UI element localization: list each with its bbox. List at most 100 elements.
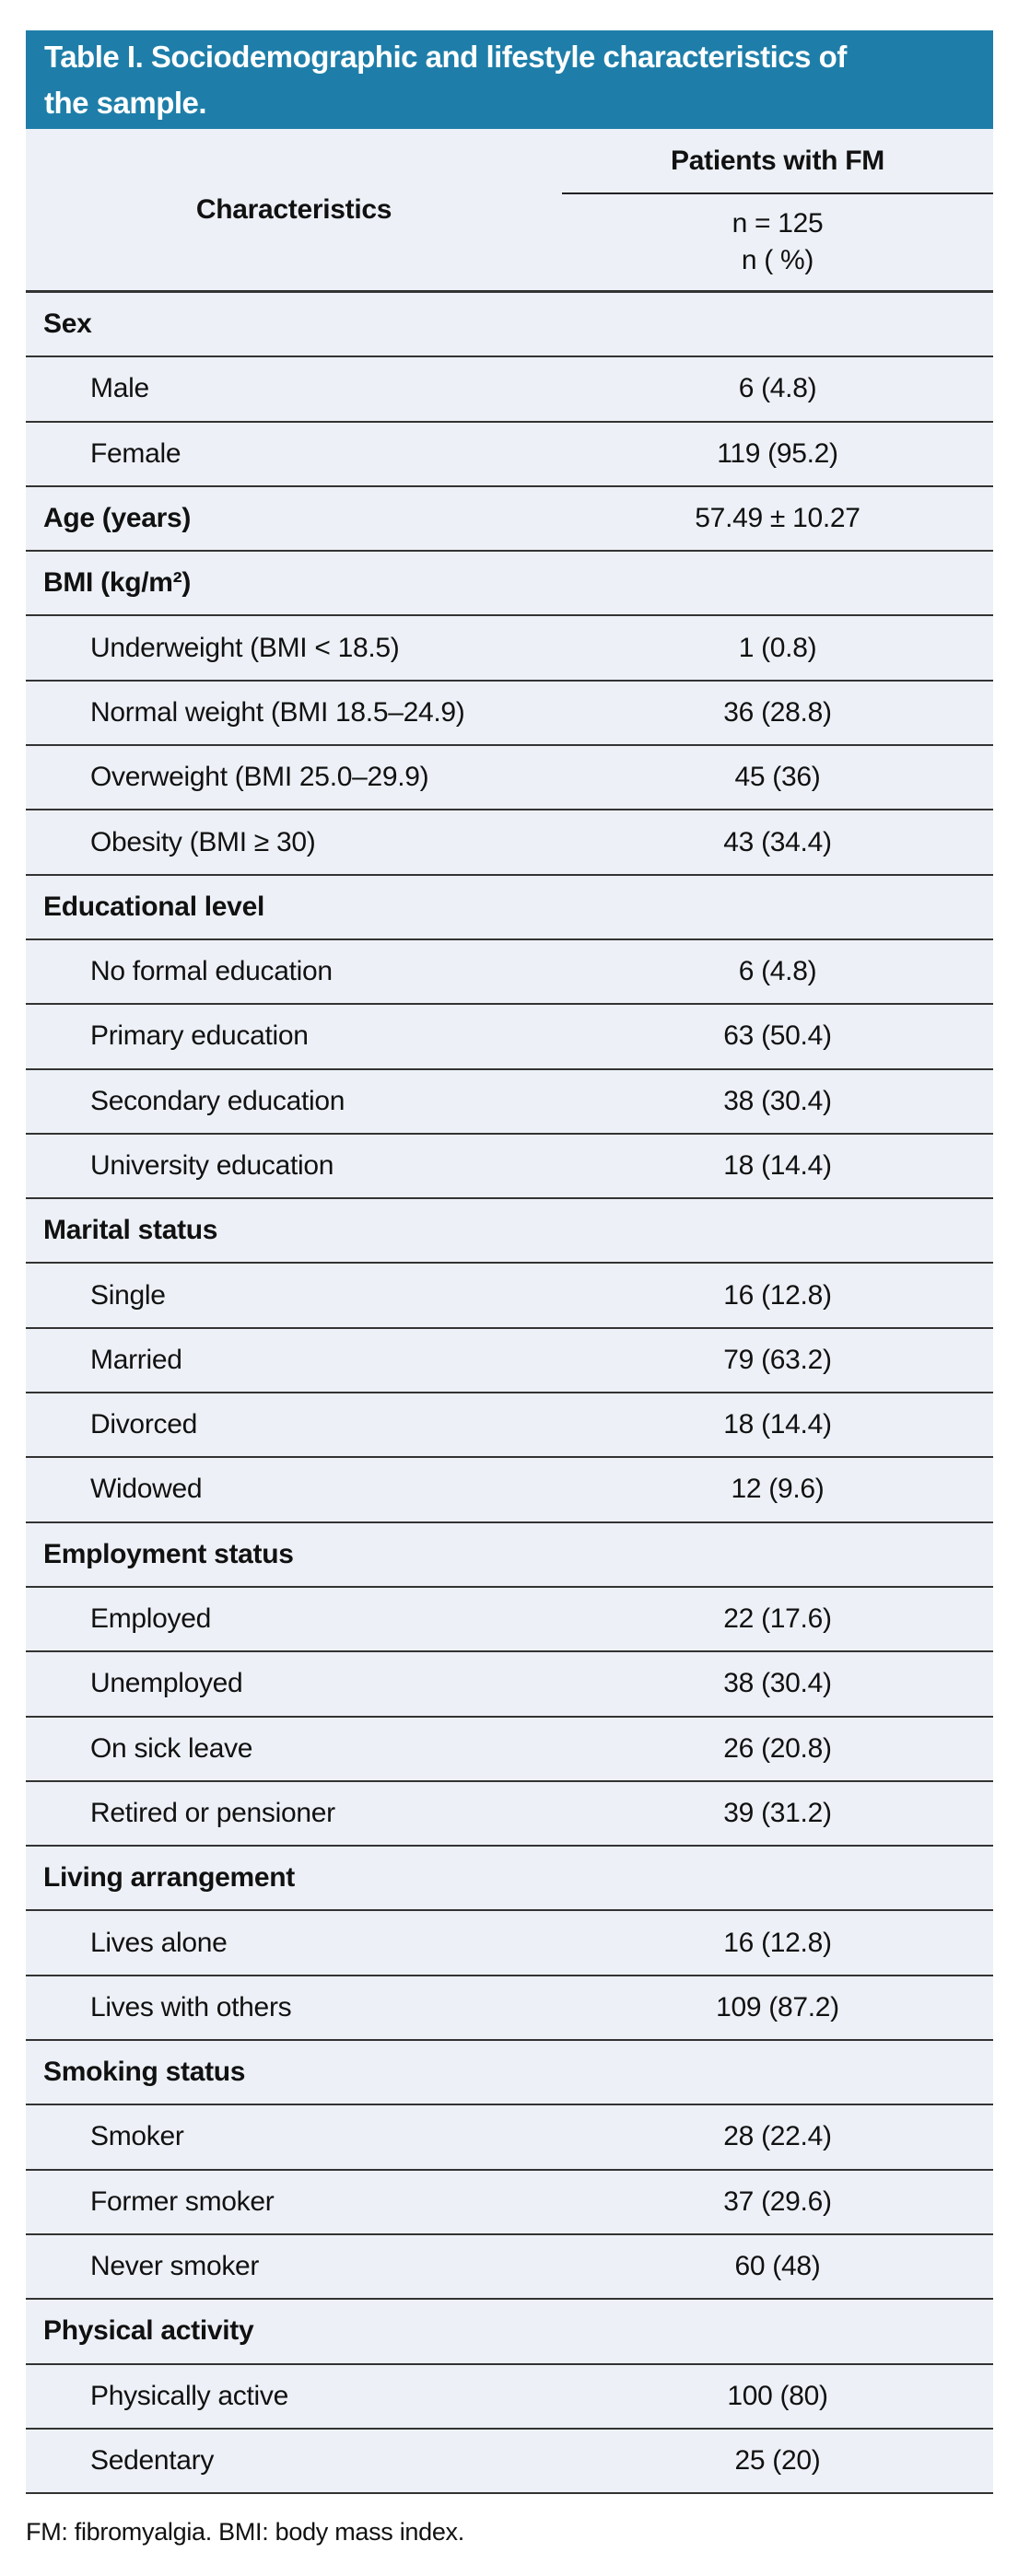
row-label: Employment status bbox=[43, 1538, 294, 1569]
row-label: BMI (kg/m²) bbox=[43, 567, 192, 599]
row-label: Primary education bbox=[90, 1020, 309, 1052]
table-row: Sedentary 25 (20) bbox=[26, 2429, 993, 2495]
row-label: Smoking status bbox=[43, 2057, 246, 2088]
row-label: Marital status bbox=[43, 1215, 218, 1246]
table-row: Obesity (BMI ≥ 30) 43 (34.4) bbox=[26, 810, 993, 876]
table-row: Female 119 (95.2) bbox=[26, 422, 993, 487]
column-header-group: Patients with FM n = 125 n ( %) bbox=[562, 129, 993, 290]
table-row: Physically active 100 (80) bbox=[26, 2364, 993, 2430]
table-row: On sick leave 26 (20.8) bbox=[26, 1717, 993, 1782]
row-label: Former smoker bbox=[90, 2186, 275, 2217]
row-value: 28 (22.4) bbox=[723, 2121, 832, 2152]
row-value: 79 (63.2) bbox=[723, 1344, 832, 1375]
row-label: Educational level bbox=[43, 891, 264, 922]
row-value: 18 (14.4) bbox=[723, 1409, 832, 1440]
table-row: Unemployed 38 (30.4) bbox=[26, 1652, 993, 1718]
row-value: 45 (36) bbox=[734, 762, 821, 793]
table-row: Retired or pensioner 39 (31.2) bbox=[26, 1781, 993, 1847]
table-row: Smoker 28 (22.4) bbox=[26, 2105, 993, 2171]
row-label: Physically active bbox=[90, 2380, 288, 2411]
row-label: Sedentary bbox=[90, 2444, 215, 2476]
table-row: Overweight (BMI 25.0–29.9) 45 (36) bbox=[26, 746, 993, 811]
row-label: Female bbox=[90, 437, 181, 469]
table-row: BMI (kg/m²) bbox=[26, 552, 993, 617]
row-value: 6 (4.8) bbox=[738, 373, 817, 404]
row-label: Obesity (BMI ≥ 30) bbox=[90, 826, 316, 857]
row-value: 16 (12.8) bbox=[723, 1279, 832, 1311]
group-sub-percent: n ( %) bbox=[741, 245, 814, 275]
row-label: Never smoker bbox=[90, 2251, 260, 2282]
row-label: Employed bbox=[90, 1603, 212, 1635]
table-row: Living arrangement bbox=[26, 1847, 993, 1912]
row-label: Normal weight (BMI 18.5–24.9) bbox=[90, 696, 465, 728]
group-sublabels: n = 125 n ( %) bbox=[562, 194, 993, 290]
table-row: Lives with others 109 (87.2) bbox=[26, 1976, 993, 2042]
row-value: 18 (14.4) bbox=[723, 1150, 832, 1181]
table-header: Characteristics Patients with FM n = 125… bbox=[26, 129, 993, 293]
row-label: Unemployed bbox=[90, 1668, 243, 1699]
group-sub-n: n = 125 bbox=[732, 208, 824, 239]
table-row: University education 18 (14.4) bbox=[26, 1134, 993, 1200]
table-title-line-1: Table I. Sociodemographic and lifestyle … bbox=[44, 39, 847, 74]
table-row: Single 16 (12.8) bbox=[26, 1264, 993, 1329]
table-row: Primary education 63 (50.4) bbox=[26, 1005, 993, 1070]
row-value: 43 (34.4) bbox=[723, 826, 832, 857]
table-footnote: FM: fibromyalgia. BMI: body mass index. bbox=[26, 2518, 464, 2547]
row-value: 16 (12.8) bbox=[723, 1927, 832, 1958]
table-row: Employment status bbox=[26, 1522, 993, 1588]
row-label: Secondary education bbox=[90, 1085, 345, 1116]
table-row: Lives alone 16 (12.8) bbox=[26, 1911, 993, 1976]
row-value: 60 (48) bbox=[734, 2251, 821, 2282]
table-row: Employed 22 (17.6) bbox=[26, 1587, 993, 1653]
row-label: Living arrangement bbox=[43, 1862, 295, 1894]
row-label: Married bbox=[90, 1344, 182, 1375]
table-body: Sex Male 6 (4.8) Female 119 (95.2) Age (years… bbox=[26, 293, 993, 2495]
table-row: Educational level bbox=[26, 875, 993, 940]
row-value: 36 (28.8) bbox=[723, 696, 832, 728]
column-header-characteristics: Characteristics bbox=[195, 193, 392, 225]
row-label: Lives with others bbox=[90, 1991, 292, 2022]
table-row: Former smoker 37 (29.6) bbox=[26, 2170, 993, 2235]
table-row: Physical activity bbox=[26, 2300, 993, 2365]
row-value: 1 (0.8) bbox=[738, 632, 817, 663]
table-row: Sex bbox=[26, 293, 993, 358]
row-label: University education bbox=[90, 1150, 334, 1181]
table-row: Secondary education 38 (30.4) bbox=[26, 1069, 993, 1135]
row-label: No formal education bbox=[90, 956, 333, 987]
row-value: 25 (20) bbox=[734, 2444, 821, 2476]
table-row: Divorced 18 (14.4) bbox=[26, 1393, 993, 1459]
row-label: Age (years) bbox=[43, 503, 192, 534]
row-value: 38 (30.4) bbox=[723, 1085, 832, 1116]
row-value: 109 (87.2) bbox=[716, 1991, 839, 2022]
table-card: Table I. Sociodemographic and lifestyle … bbox=[26, 30, 993, 2547]
row-label: Divorced bbox=[90, 1409, 197, 1440]
row-label: Widowed bbox=[90, 1474, 203, 1505]
table-row: Smoking status bbox=[26, 2041, 993, 2106]
row-value: 22 (17.6) bbox=[723, 1603, 832, 1635]
row-value: 100 (80) bbox=[727, 2380, 828, 2411]
row-value: 37 (29.6) bbox=[723, 2186, 832, 2217]
table-title: Table I. Sociodemographic and lifestyle … bbox=[26, 30, 993, 129]
group-label: Patients with FM bbox=[562, 129, 993, 194]
table-row: Marital status bbox=[26, 1199, 993, 1265]
table-row: Male 6 (4.8) bbox=[26, 357, 993, 423]
table-row: Never smoker 60 (48) bbox=[26, 2234, 993, 2301]
row-label: Sex bbox=[43, 309, 92, 340]
table-row: Underweight (BMI < 18.5) 1 (0.8) bbox=[26, 616, 993, 682]
row-value: 57.49 ± 10.27 bbox=[695, 503, 860, 534]
row-value: 12 (9.6) bbox=[731, 1474, 825, 1505]
row-label: On sick leave bbox=[90, 1732, 253, 1764]
row-value: 6 (4.8) bbox=[738, 956, 817, 987]
row-value: 26 (20.8) bbox=[723, 1732, 832, 1764]
table-row: Widowed 12 (9.6) bbox=[26, 1458, 993, 1523]
table-row: Age (years) 57.49 ± 10.27 bbox=[26, 486, 993, 553]
row-label: Male bbox=[90, 373, 149, 404]
row-label: Retired or pensioner bbox=[90, 1797, 335, 1828]
row-label: Single bbox=[90, 1279, 166, 1311]
table-row: Married 79 (63.2) bbox=[26, 1328, 993, 1394]
row-value: 119 (95.2) bbox=[717, 437, 838, 469]
row-label: Overweight (BMI 25.0–29.9) bbox=[90, 762, 429, 793]
row-label: Physical activity bbox=[43, 2315, 254, 2347]
row-value: 38 (30.4) bbox=[723, 1668, 832, 1699]
